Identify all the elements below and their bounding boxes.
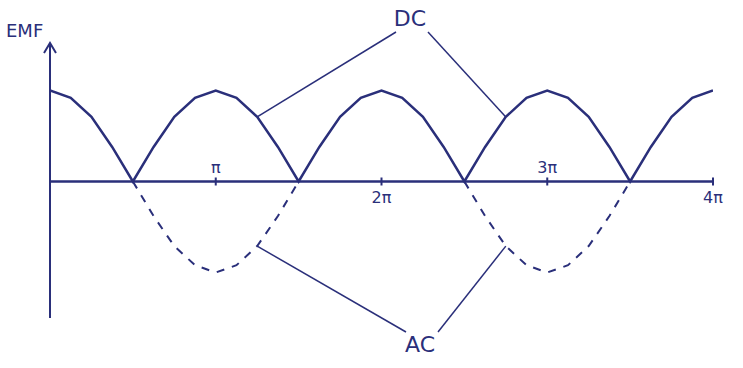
svg-text:EMF: EMF: [6, 20, 43, 41]
svg-text:3π: 3π: [537, 158, 557, 177]
svg-text:2π: 2π: [372, 188, 392, 207]
svg-text:AC: AC: [405, 332, 435, 357]
svg-text:π: π: [211, 158, 221, 177]
svg-text:DC: DC: [394, 6, 426, 31]
svg-text:4π: 4π: [703, 188, 723, 207]
